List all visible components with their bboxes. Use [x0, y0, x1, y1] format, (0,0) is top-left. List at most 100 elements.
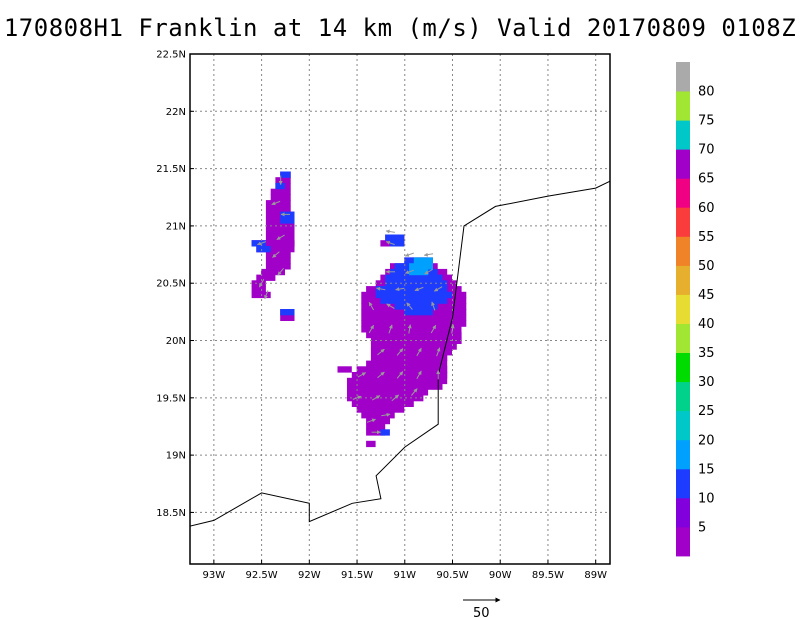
wind-cell: [275, 177, 291, 184]
wind-cell-strong: [256, 246, 271, 253]
wind-vector: [396, 371, 404, 379]
y-tick-label: 21N: [166, 221, 186, 232]
colorbar-label: 25: [698, 404, 715, 419]
wind-vector: [271, 200, 281, 206]
wind-vector: [396, 348, 404, 356]
wind-vector: [371, 395, 381, 401]
wind-cell-strong: [375, 286, 448, 293]
colorbar-label: 10: [698, 491, 715, 506]
wind-vector: [395, 287, 405, 292]
wind-cell-strong: [375, 291, 453, 299]
x-tick-label: 91.5W: [341, 570, 373, 581]
wind-cell: [251, 280, 266, 287]
colorbar-swatch: [676, 149, 690, 179]
wind-cell-strongest: [409, 263, 433, 270]
x-tick-label: 92W: [298, 570, 321, 581]
grid-lines: [190, 54, 610, 564]
wind-vector: [377, 348, 385, 356]
wind-cell: [265, 205, 291, 213]
colorbar-label: 75: [698, 114, 715, 129]
wind-vector: [411, 388, 418, 396]
colorbar-swatch: [676, 352, 690, 383]
reference-vector: 50: [463, 597, 501, 618]
wind-cell-strong: [280, 309, 295, 316]
wind-cell: [347, 389, 429, 396]
wind-vector: [424, 269, 433, 275]
x-tick-label: 89W: [584, 570, 607, 581]
wind-cell: [256, 246, 295, 253]
colorbar-label: 70: [698, 143, 715, 158]
wind-cell: [361, 326, 462, 333]
wind-cell-strong: [404, 309, 433, 316]
chart-title: 170808H1 Franklin at 14 km (m/s) Valid 2…: [3, 14, 797, 42]
wind-cell-strong: [380, 429, 390, 436]
y-tick-label: 22.5N: [156, 50, 186, 61]
colorbar-swatch: [676, 526, 690, 557]
coastline-path: [190, 180, 610, 527]
colorbar-label: 65: [698, 172, 715, 187]
colorbar-label: 80: [698, 85, 715, 100]
wind-vector: [404, 252, 414, 257]
x-tick-label: 92.5W: [246, 570, 278, 581]
colorbar-swatch: [676, 178, 690, 208]
wind-cell-strong: [380, 297, 448, 304]
colorbar-label: 45: [698, 288, 715, 303]
colorbar-label: 40: [698, 317, 715, 332]
wind-vector: [385, 240, 395, 246]
wind-vector: [357, 372, 367, 378]
wind-cell: [265, 251, 291, 258]
y-tick-label: 20N: [166, 336, 186, 347]
wind-vector: [430, 324, 437, 334]
wind-cell: [361, 314, 467, 321]
wind-cell-strong: [385, 234, 405, 241]
wind-cell: [361, 412, 395, 419]
wind-cell-strong: [280, 171, 291, 178]
colorbar-label: 50: [698, 259, 715, 274]
colorbar-label: 60: [698, 201, 715, 216]
wind-cell: [251, 240, 295, 247]
wind-vector: [264, 290, 269, 300]
wind-cell-strong: [390, 240, 405, 247]
colorbar-swatch: [676, 91, 690, 121]
wind-cell: [366, 331, 462, 339]
x-tick-label: 90.5W: [436, 570, 468, 581]
wind-vector: [381, 412, 391, 417]
wind-vector: [391, 394, 400, 402]
wind-cell: [366, 417, 390, 425]
wind-vectors: [257, 175, 455, 435]
wind-cell-strong: [280, 217, 295, 224]
colorbar-swatch: [676, 468, 690, 499]
wind-vector: [423, 252, 434, 257]
wind-vector: [368, 324, 375, 334]
wind-vector: [404, 269, 414, 274]
wind-cell: [265, 257, 291, 264]
wind-cell: [351, 400, 414, 407]
wind-vector: [276, 234, 285, 241]
wind-vector: [450, 324, 455, 334]
wind-vector: [416, 347, 422, 357]
wind-cell: [347, 383, 443, 390]
wind-cell: [270, 188, 291, 195]
wind-cell: [370, 349, 452, 356]
y-tick-label: 22N: [166, 107, 186, 118]
wind-vector: [431, 301, 436, 311]
wind-cell: [261, 268, 285, 276]
y-tick-label: 20.5N: [156, 279, 186, 290]
y-tick-label: 19.5N: [156, 393, 186, 404]
wind-cell: [356, 406, 405, 413]
x-tick-label: 89.5W: [532, 570, 564, 581]
wind-cell: [361, 320, 467, 327]
wind-cell: [251, 286, 266, 293]
y-tick-label: 19N: [166, 451, 186, 462]
colorbar-swatch: [676, 265, 690, 295]
wind-cell: [366, 360, 448, 367]
wind-vector: [406, 302, 413, 310]
wind-vector: [416, 370, 422, 380]
wind-vector: [277, 267, 284, 276]
wind-vector: [272, 251, 280, 258]
wind-vector: [366, 418, 376, 423]
wind-cell-strong: [394, 303, 438, 310]
wind-vector: [377, 371, 385, 379]
wind-cell: [370, 343, 457, 350]
